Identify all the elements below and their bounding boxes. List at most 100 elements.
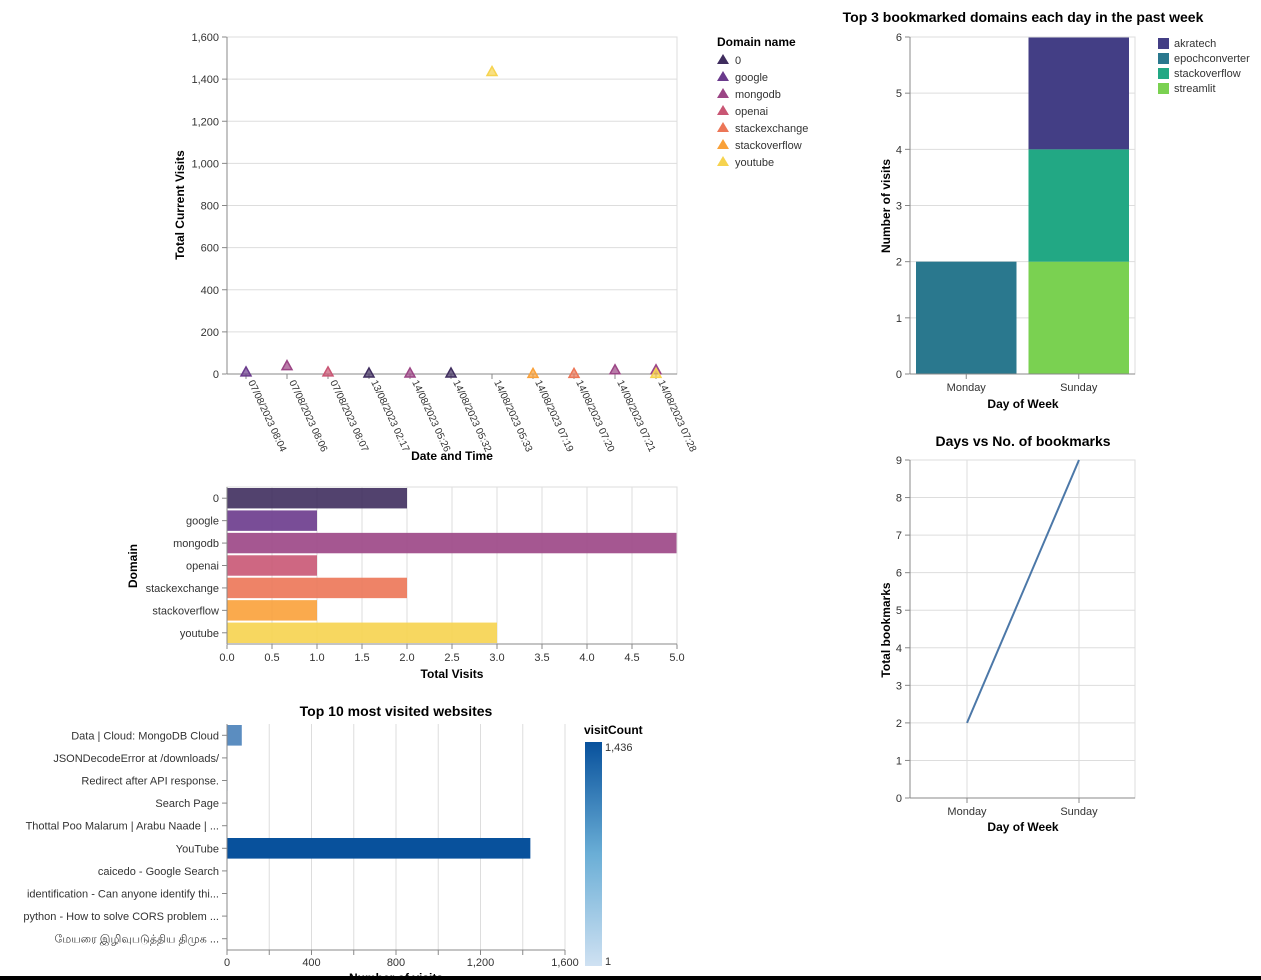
x-axis-title: Day of Week: [987, 820, 1058, 834]
y-tick-label: 7: [896, 530, 902, 542]
bar: [227, 532, 677, 554]
stacked-bar-segment: [916, 261, 1017, 374]
y-tick-label: 400: [201, 285, 219, 297]
y-axis-title: Total Current Visits: [173, 150, 187, 260]
legend-swatch: [1158, 83, 1169, 94]
y-tick-label: 0: [213, 493, 219, 505]
legend-label: youtube: [735, 157, 774, 169]
stacked-bar-segment: [1028, 37, 1129, 150]
y-tick-label: stackoverflow: [152, 605, 219, 617]
data-point-triangle: [567, 366, 581, 379]
x-tick-label: 14/08/2023 07:21: [614, 379, 657, 455]
y-tick-label: stackexchange: [146, 583, 219, 595]
y-tick-label: 8: [896, 493, 902, 505]
legend-triangle-icon: [717, 139, 729, 149]
legend-triangle-icon: [717, 122, 729, 132]
x-tick-label: 14/08/2023 07:20: [573, 379, 616, 455]
legend-max-label: 1,436: [605, 742, 633, 754]
data-point-triangle: [362, 366, 376, 378]
y-tick-label: youtube: [180, 628, 219, 640]
y-tick-label: 0: [896, 369, 902, 381]
x-axis-title: Total Visits: [421, 667, 484, 681]
legend-triangle-icon: [717, 156, 729, 166]
legend-label: streamlit: [1174, 83, 1216, 95]
y-axis-title: Domain: [126, 544, 140, 588]
data-point-triangle: [649, 366, 663, 379]
legend-label: openai: [735, 106, 768, 118]
y-tick-label: 1,400: [191, 74, 219, 86]
y-tick-label: 1,000: [191, 158, 219, 170]
data-point-triangle: [444, 366, 458, 378]
legend-label: akratech: [1174, 38, 1216, 50]
x-tick-label: Monday: [947, 382, 987, 394]
x-tick-label: 07/08/2023 08:07: [327, 379, 370, 455]
legend-gradient: [585, 742, 602, 966]
legend-title: visitCount: [584, 723, 643, 737]
y-tick-label: python - How to solve CORS problem ...: [23, 911, 219, 923]
data-point-triangle: [485, 64, 499, 77]
bar: [227, 488, 407, 509]
legend-swatch: [1158, 68, 1169, 79]
stacked-bar-segment: [1028, 261, 1129, 374]
y-tick-label: 9: [896, 455, 902, 467]
bar: [227, 577, 407, 599]
legend-triangle-icon: [717, 54, 729, 64]
y-tick-label: 1: [896, 755, 902, 767]
legend-min-label: 1: [605, 956, 611, 968]
x-tick-label: 3.5: [534, 652, 549, 664]
y-tick-label: 6: [896, 568, 902, 580]
y-tick-label: JSONDecodeError at /downloads/: [53, 753, 220, 765]
legend-label: epochconverter: [1174, 53, 1250, 65]
x-tick-label: 0.5: [264, 652, 279, 664]
x-tick-label: 14/08/2023 05:32: [450, 379, 493, 455]
stacked-bar-segment: [1028, 149, 1129, 262]
legend-label: stackoverflow: [1174, 68, 1241, 80]
y-tick-label: 3: [896, 201, 902, 213]
x-tick-label: 400: [302, 957, 320, 969]
data-point-triangle: [280, 359, 294, 371]
x-tick-label: 1.5: [354, 652, 369, 664]
y-axis-title: Total bookmarks: [879, 582, 893, 677]
x-tick-label: 14/08/2023 05:33: [491, 379, 534, 455]
legend-label: mongodb: [735, 89, 781, 101]
x-tick-label: 07/08/2023 08:06: [286, 379, 329, 455]
y-tick-label: 200: [201, 327, 219, 339]
y-tick-label: identification - Can anyone identify thi…: [27, 889, 219, 901]
x-tick-label: 4.5: [624, 652, 639, 664]
x-tick-label: 0: [224, 957, 230, 969]
y-tick-label: 0: [896, 793, 902, 805]
y-tick-label: 4: [896, 144, 902, 156]
y-tick-label: Search Page: [155, 798, 219, 810]
y-tick-label: mongodb: [173, 538, 219, 550]
bar: [227, 510, 317, 531]
y-tick-label: Redirect after API response.: [81, 776, 219, 788]
y-tick-label: 800: [201, 201, 219, 213]
x-tick-label: 1,200: [467, 957, 495, 969]
y-tick-label: 0: [213, 369, 219, 381]
y-tick-label: Data | Cloud: MongoDB Cloud: [71, 730, 219, 742]
bar: [227, 838, 531, 859]
legend-label: stackexchange: [735, 123, 808, 135]
bar: [227, 600, 317, 621]
legend-label: stackoverflow: [735, 140, 802, 152]
x-tick-label: 2.0: [399, 652, 414, 664]
y-tick-label: மேயரை இழிவுபடுத்திய திமுக ...: [55, 934, 219, 946]
y-tick-label: 1,600: [191, 32, 219, 44]
y-tick-label: 3: [896, 680, 902, 692]
y-tick-label: Thottal Poo Malarum | Arabu Naade | ...: [26, 821, 219, 833]
legend-swatch: [1158, 53, 1169, 64]
x-tick-label: Sunday: [1060, 382, 1098, 394]
y-tick-label: 1,200: [191, 116, 219, 128]
data-point-triangle: [239, 365, 253, 377]
legend-triangle-icon: [717, 88, 729, 98]
y-tick-label: 600: [201, 243, 219, 255]
legend-triangle-icon: [717, 105, 729, 115]
chart-title: Days vs No. of bookmarks: [935, 433, 1110, 449]
x-tick-label: 14/08/2023 07:28: [655, 379, 698, 455]
data-point-triangle: [608, 363, 622, 375]
x-tick-label: Sunday: [1060, 806, 1098, 818]
x-tick-label: 3.0: [489, 652, 504, 664]
bottom-border: [0, 976, 1261, 980]
y-tick-label: 1: [896, 313, 902, 325]
